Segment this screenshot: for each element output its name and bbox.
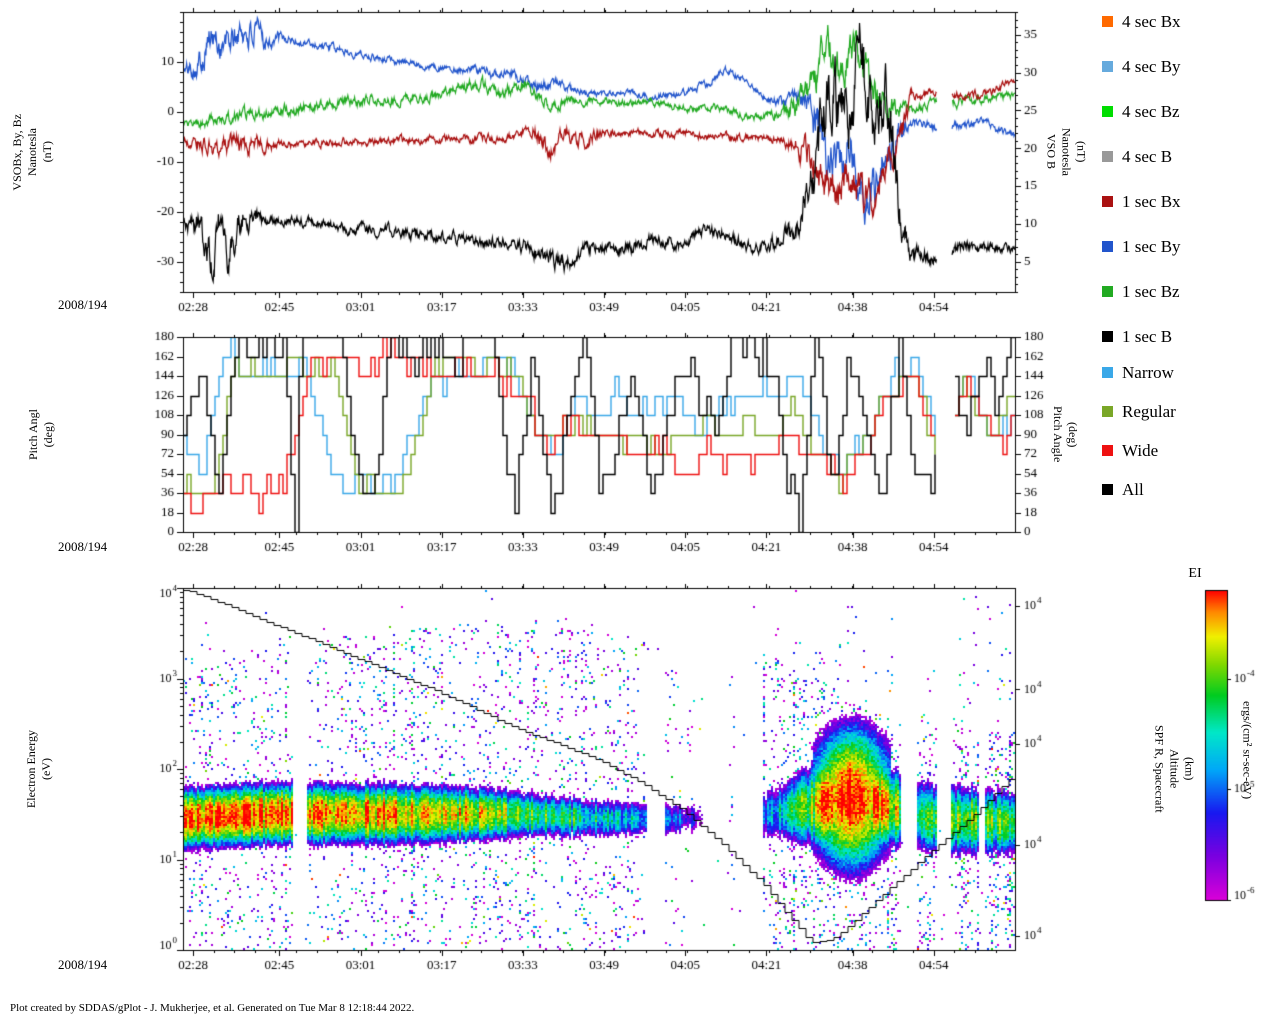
axis-title-line: Altitude (1167, 749, 1182, 789)
legend: 4 sec Bx 4 sec By 4 sec Bz 4 sec B 1 sec Bx 1… (1102, 12, 1181, 499)
legend-item-all: All (1102, 480, 1181, 499)
legend-label: All (1122, 480, 1144, 499)
legend-label: Narrow (1122, 363, 1174, 382)
axis-title-line: Nanotesla (24, 128, 39, 176)
legend-label: 1 sec Bx (1122, 192, 1181, 211)
panel1-date-label: 2008/194 (58, 297, 108, 312)
legend-swatch-icon (1102, 196, 1113, 207)
panel2-date-label: 2008/194 (58, 539, 108, 554)
axis-title-line: (nT) (39, 141, 54, 163)
panel2-right-axis-title: Pitch Angle (deg) (1048, 337, 1082, 532)
legend-item-4-sec-b: 4 sec B (1102, 147, 1181, 166)
legend-label: Regular (1122, 402, 1176, 421)
axis-title-line: (km) (1182, 757, 1197, 781)
colorbar-title: EI (1188, 566, 1202, 581)
legend-swatch-icon (1102, 61, 1113, 72)
legend-swatch-icon (1102, 106, 1113, 117)
legend-swatch-icon (1102, 406, 1113, 417)
legend-group-1: Narrow Regular Wide All (1102, 363, 1181, 499)
colorbar-unit-label: ergs/(cm² sr-sec-eV) (1238, 600, 1256, 900)
legend-label: 4 sec By (1122, 57, 1181, 76)
legend-item-1-sec-bz: 1 sec Bz (1102, 282, 1181, 301)
legend-swatch-icon (1102, 445, 1113, 456)
legend-label: Wide (1122, 441, 1159, 460)
panel3-left-axis-title: Electron Energy (eV) (22, 588, 56, 950)
legend-swatch-icon (1102, 367, 1113, 378)
axis-title-line: VSOBx, By, Bz (9, 113, 24, 191)
legend-item-1-sec-by: 1 sec By (1102, 237, 1181, 256)
legend-label: 1 sec By (1122, 237, 1181, 256)
axis-title-line: Electron Energy (24, 729, 38, 809)
legend-swatch-icon (1102, 151, 1113, 162)
legend-item-4-sec-by: 4 sec By (1102, 57, 1181, 76)
axis-title-line: (deg) (41, 421, 55, 448)
legend-item-wide: Wide (1102, 441, 1181, 460)
legend-group-0: 4 sec Bx 4 sec By 4 sec Bz 4 sec B 1 sec Bx 1… (1102, 12, 1181, 346)
footer-credit: Plot created by SDDAS/gPlot - J. Mukherj… (10, 1002, 415, 1014)
axis-title-line: (nT) (1074, 141, 1089, 163)
panel1-right-axis-title: VSO B Nanotesla (nT) (1042, 12, 1090, 292)
legend-label: 1 sec Bz (1122, 282, 1180, 301)
axis-title-line: SPF R, Spacecraft (1152, 725, 1167, 813)
panel3-date-label: 2008/194 (58, 957, 108, 972)
axis-title-line: Pitch Angle (1051, 406, 1065, 463)
axis-title-line: VSO B (1044, 134, 1059, 170)
legend-label: 1 sec B (1122, 327, 1173, 346)
legend-item-4-sec-bx: 4 sec Bx (1102, 12, 1181, 31)
legend-item-narrow: Narrow (1102, 363, 1181, 382)
legend-label: 4 sec B (1122, 147, 1173, 166)
legend-swatch-icon (1102, 241, 1113, 252)
axis-title-line: Nanotesla (1059, 128, 1074, 176)
legend-item-1-sec-b: 1 sec B (1102, 327, 1181, 346)
panel2-left-axis-title: Pitch Angl (deg) (24, 337, 58, 532)
axis-title-line: ergs/(cm² sr-sec-eV) (1240, 700, 1255, 800)
axis-title-line: (deg) (1066, 421, 1080, 448)
legend-item-4-sec-bz: 4 sec Bz (1102, 102, 1181, 121)
legend-swatch-icon (1102, 286, 1113, 297)
legend-swatch-icon (1102, 331, 1113, 342)
legend-item-regular: Regular (1102, 402, 1181, 421)
panel3-right-axis-title: SPF R, Spacecraft Altitude (km) (1150, 588, 1198, 950)
legend-swatch-icon (1102, 484, 1113, 495)
legend-item-1-sec-bx: 1 sec Bx (1102, 192, 1181, 211)
panel1-left-axis-title: VSOBx, By, Bz Nanotesla (nT) (8, 12, 56, 292)
legend-label: 4 sec Bx (1122, 12, 1181, 31)
axis-title-line: Pitch Angl (26, 408, 40, 460)
legend-label: 4 sec Bz (1122, 102, 1180, 121)
legend-swatch-icon (1102, 16, 1113, 27)
axis-title-line: (eV) (39, 758, 53, 780)
